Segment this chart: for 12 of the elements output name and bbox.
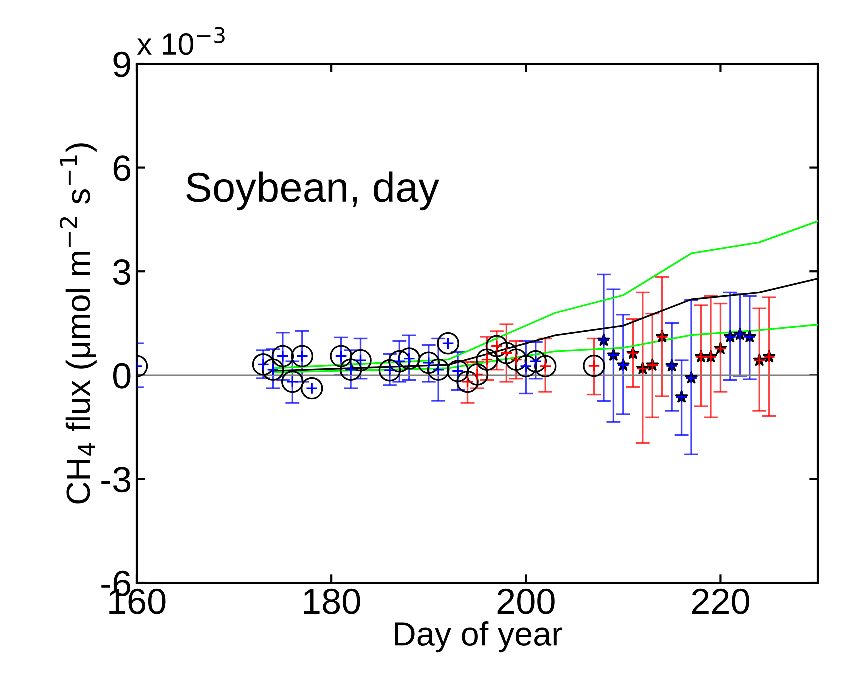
annotation: Soybean, day bbox=[186, 172, 440, 211]
y-tick-label: 0 bbox=[113, 363, 131, 389]
y-tick-label: 9 bbox=[114, 52, 130, 78]
text: x 10$^{−3}$ bbox=[137, 27, 225, 56]
y-tick-label: -3 bbox=[102, 467, 131, 493]
y-axis-title: CH$_{4}$ flux (μmol m$^{−2}$ s$^{−1}$) bbox=[60, 144, 97, 504]
x-tick-label: 180 bbox=[304, 588, 360, 614]
y-tick-label: 3 bbox=[113, 259, 131, 286]
x-tick-label: 200 bbox=[498, 588, 555, 614]
x-tick-label: 220 bbox=[692, 588, 750, 614]
y-tick-label: 6 bbox=[114, 156, 131, 182]
x-axis-title: Day of year bbox=[395, 622, 562, 653]
